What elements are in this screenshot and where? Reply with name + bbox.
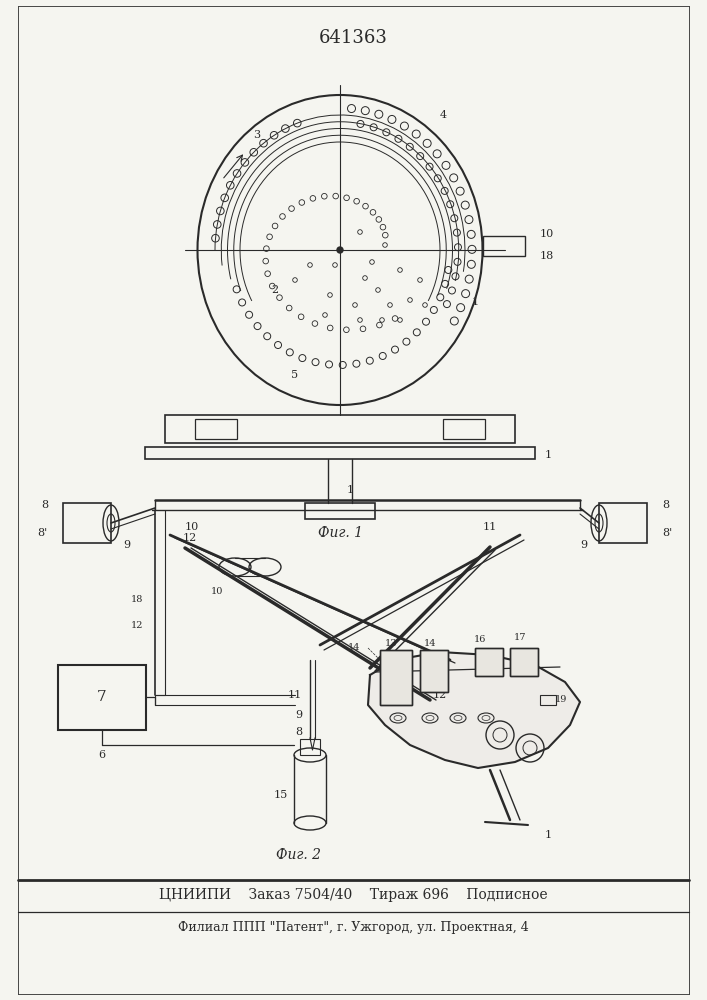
Polygon shape <box>368 652 580 768</box>
Bar <box>540 695 556 705</box>
Text: 8: 8 <box>662 500 669 510</box>
Text: 13: 13 <box>385 639 397 648</box>
Text: 10: 10 <box>211 587 223 596</box>
Bar <box>510 648 538 676</box>
Text: 6: 6 <box>98 750 105 760</box>
Text: 12: 12 <box>131 620 143 630</box>
Bar <box>58 665 146 730</box>
Text: 11: 11 <box>483 522 497 532</box>
Text: 1: 1 <box>545 830 552 840</box>
Bar <box>420 650 448 692</box>
Bar <box>599 503 647 543</box>
Bar <box>475 648 503 676</box>
Text: 10: 10 <box>185 522 199 532</box>
Text: Филиал ППП "Патент", г. Ужгород, ул. Проектная, 4: Филиал ППП "Патент", г. Ужгород, ул. Про… <box>177 922 528 934</box>
Text: 9: 9 <box>580 540 587 550</box>
Text: 8: 8 <box>295 727 302 737</box>
Bar <box>63 503 111 543</box>
Text: 3: 3 <box>253 130 260 140</box>
Text: Фиг. 2: Фиг. 2 <box>276 848 320 862</box>
Text: 9: 9 <box>295 710 302 720</box>
Text: 1: 1 <box>545 450 552 460</box>
Text: 1: 1 <box>472 297 479 307</box>
Text: 12: 12 <box>183 533 197 543</box>
Text: 12: 12 <box>433 690 447 700</box>
Text: 14: 14 <box>348 644 360 652</box>
Bar <box>380 650 412 705</box>
Text: 16: 16 <box>474 636 486 645</box>
Text: 1: 1 <box>346 485 354 495</box>
Text: 7: 7 <box>97 690 107 704</box>
Bar <box>420 650 448 692</box>
Bar <box>165 415 515 443</box>
Bar <box>443 419 485 439</box>
Text: 2: 2 <box>271 285 279 295</box>
Bar <box>510 648 538 676</box>
Bar <box>195 419 237 439</box>
Circle shape <box>337 247 343 253</box>
Bar <box>305 503 375 519</box>
Text: 17: 17 <box>514 634 526 643</box>
Bar <box>475 648 503 676</box>
Text: 8': 8' <box>37 528 48 538</box>
Text: 8: 8 <box>41 500 48 510</box>
Bar <box>300 739 320 755</box>
Text: 11: 11 <box>288 690 302 700</box>
Text: 14: 14 <box>423 639 436 648</box>
Text: 18: 18 <box>540 251 554 261</box>
Text: 9: 9 <box>123 540 130 550</box>
Text: 641363: 641363 <box>319 29 387 47</box>
Bar <box>145 447 535 459</box>
Text: 8': 8' <box>662 528 672 538</box>
Text: Фиг. 1: Фиг. 1 <box>317 526 363 540</box>
Text: 5: 5 <box>291 370 298 380</box>
Text: 18: 18 <box>131 595 143 604</box>
Bar <box>483 236 525 256</box>
Text: ЦНИИПИ    Заказ 7504/40    Тираж 696    Подписное: ЦНИИПИ Заказ 7504/40 Тираж 696 Подписное <box>158 888 547 902</box>
Text: 19: 19 <box>555 696 568 704</box>
Text: 10: 10 <box>540 229 554 239</box>
Bar <box>380 650 412 705</box>
Text: 15: 15 <box>274 790 288 800</box>
Text: 4: 4 <box>440 110 447 120</box>
